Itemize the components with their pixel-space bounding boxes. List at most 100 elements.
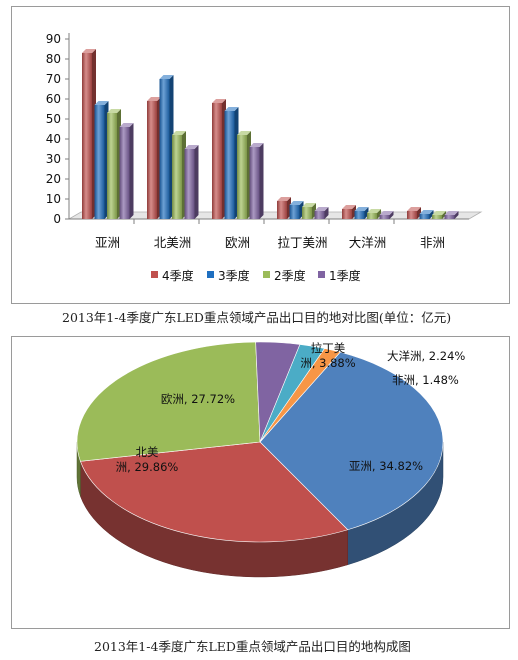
bar-大洋洲-2季度 [367,209,381,219]
bar-front [444,215,455,219]
legend-label: 1季度 [329,268,361,283]
bar-front [314,211,325,219]
bar-top [184,145,199,149]
bar-side [377,209,381,219]
pie-slice-非洲 [259,348,341,443]
bar-front [302,207,312,219]
x-category-label: 亚洲 [95,235,120,250]
legend-swatch [207,271,214,278]
bar-top [119,123,134,127]
bar-北美洲-3季度 [159,75,174,219]
bar-front [419,214,430,219]
pie-data-label: 亚洲, 34.82% [349,459,423,473]
y-tick-label: 40 [46,132,61,146]
bar-大洋洲-4季度 [342,205,356,219]
bar-side [194,145,199,219]
bar-欧洲-3季度 [224,107,239,219]
pie-data-label: 北美 [136,445,159,459]
bar-亚洲-3季度 [94,101,109,219]
bar-top [444,211,459,215]
pie-data-label: 非洲, 1.48% [392,373,459,387]
bar-side [429,210,434,219]
bar-front [147,101,157,219]
x-category-label: 北美洲 [154,235,192,250]
bar-front [342,209,352,219]
x-category-label: 拉丁美洲 [277,235,327,250]
bar-front [82,53,92,219]
legend-swatch [151,271,158,278]
pie-chart: 亚洲, 34.82% 北美洲, 29.86% 欧洲, 27.72% 拉丁美洲, 3.8… [76,341,465,578]
pie-data-label: 洲, 3.88% [300,356,355,370]
bar-top [302,203,316,207]
bar-top [289,201,304,205]
bar-front [289,205,300,219]
pie-data-label: 大洋洲, 2.24% [387,349,465,363]
bar-top [432,211,446,215]
bar-front [407,211,417,219]
bar-top [342,205,356,209]
bar-top [107,109,121,113]
pie-slice-北美洲 [80,441,349,543]
bar-side [259,143,264,219]
bar-top [379,211,394,215]
y-tick-label: 70 [46,72,61,86]
bar-top [419,210,434,214]
x-category-label: 大洋洲 [349,235,387,250]
bar-拉丁美洲-4季度 [277,197,291,219]
bar-front [107,113,117,219]
bar-chart: 0 10 20 30 40 50 60 70 80 90 亚洲 北美洲 欧洲 拉丁美洲 大洋洲 非洲 4季度 3季… [46,32,483,283]
pie-slice-欧洲 [76,341,261,462]
y-tick-label: 90 [46,32,61,46]
bar-front [367,213,377,219]
bar-side [389,211,394,219]
pie-slice-亚洲 [259,351,444,531]
bar-top [354,207,369,211]
y-tick-label: 10 [46,192,61,206]
bar-top [82,49,96,53]
bar-北美洲-1季度 [184,145,199,219]
bar-front [379,215,390,219]
bar-亚洲-4季度 [82,49,96,219]
bar-side [454,211,459,219]
bar-大洋洲-1季度 [379,211,394,219]
y-tick-label: 80 [46,52,61,66]
bar-拉丁美洲-3季度 [289,201,304,219]
bar-top [249,143,264,147]
bar-top [314,207,329,211]
pie-chart-panel: 亚洲, 34.82% 北美 洲, 29.86% 欧洲, 27.72% 拉丁美 洲, 3.8… [11,336,510,629]
pie-chart-caption: 2013年1-4季度广东LED重点领域产品出口目的地构成图 [94,639,411,654]
bar-欧洲-4季度 [212,99,226,219]
bar-front [249,147,260,219]
bar-top [367,209,381,213]
bar-side [442,211,446,219]
bar-front [354,211,365,219]
x-category-label: 非洲 [420,235,445,250]
bar-top [94,101,109,105]
bar-front [224,111,235,219]
bar-top [159,75,174,79]
bar-top [237,131,251,135]
bar-top [172,131,186,135]
bar-front [172,135,182,219]
bar-top [224,107,239,111]
legend-label: 4季度 [162,268,194,283]
legend-label: 2季度 [274,268,306,283]
bar-front [212,103,222,219]
legend-swatch [263,271,270,278]
bar-非洲-1季度 [444,211,459,219]
bar-拉丁美洲-1季度 [314,207,329,219]
y-tick-label: 60 [46,92,61,106]
pie-data-label: 欧洲, 27.72% [161,392,235,406]
bar-front [119,127,130,219]
bar-亚洲-2季度 [107,109,121,219]
y-tick-label: 0 [53,212,61,226]
bar-front [94,105,105,219]
bar-欧洲-1季度 [249,143,264,219]
y-tick-label: 30 [46,152,61,166]
pie-data-label: 拉丁美 [311,341,346,355]
bar-front [159,79,170,219]
bar-北美洲-4季度 [147,97,161,219]
bar-front [184,149,195,219]
bar-top [277,197,291,201]
bar-非洲-3季度 [419,210,434,219]
